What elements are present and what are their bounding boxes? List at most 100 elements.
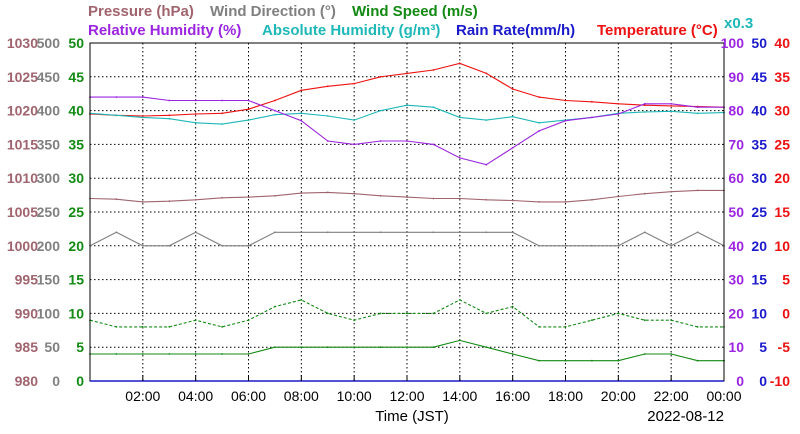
data-point-pressure (511, 199, 514, 202)
y-tick-label-rh: 0 (736, 373, 744, 389)
data-point-pressure (696, 189, 699, 192)
data-point-wind_dir (432, 231, 435, 234)
y-tick-label-rain: 20 (751, 238, 767, 254)
data-point-temp (353, 82, 356, 85)
y-tick-label-wind_dir: 100 (37, 305, 61, 321)
data-point-wind_speed (379, 346, 382, 349)
data-point-wind_dir (326, 231, 329, 234)
data-point-wind_dir (591, 244, 593, 247)
legend-rain: Rain Rate(mm/h) (456, 22, 575, 39)
y-tick-label-rh: 50 (728, 204, 744, 220)
data-point-wind_speed (458, 339, 461, 342)
y-tick-label-pressure: 1025 (7, 69, 38, 85)
data-point-pressure (221, 196, 224, 199)
series-wind_dir (89, 231, 725, 247)
y-tick-label-wind_dir: 450 (37, 69, 61, 85)
data-point-wind_gust (141, 326, 144, 328)
data-point-temp (221, 112, 224, 115)
data-point-rh (115, 96, 118, 98)
data-point-rh (538, 130, 540, 132)
data-point-pressure (326, 191, 329, 194)
data-point-rh (379, 140, 382, 142)
y-tick-label-wind_dir: 150 (37, 272, 61, 288)
x-axis: 02:00 04:00 06:00 08:00 10:00 12:00 14:00 16:00… (125, 375, 742, 404)
y-tick-label-wind_speed: 35 (68, 136, 84, 152)
x-tick-label: 14:00 (442, 388, 477, 404)
data-point-ah (643, 111, 646, 113)
data-point-wind_dir (353, 231, 356, 234)
y-tick-label-rain: 10 (751, 305, 767, 321)
y-tick-label-pressure: 1000 (7, 238, 38, 254)
data-point-wind_dir (168, 244, 171, 247)
x-tick-label: 18:00 (548, 388, 583, 404)
data-point-pressure (591, 198, 593, 201)
data-point-pressure (141, 201, 144, 203)
data-point-wind_speed (432, 346, 435, 349)
data-point-rh (432, 143, 435, 146)
y-tick-label-pressure: 985 (15, 339, 39, 355)
y-tick-label-rh: 100 (721, 35, 745, 51)
data-point-pressure (432, 197, 435, 200)
data-point-rh (458, 157, 461, 159)
data-point-wind_speed (591, 359, 593, 362)
data-point-wind_speed (643, 353, 646, 355)
y-tick-label-rain: 40 (751, 103, 767, 119)
data-point-ah (141, 116, 144, 119)
grid (90, 43, 724, 381)
data-point-temp (538, 96, 540, 98)
y-tick-label-temp: 25 (774, 136, 790, 152)
data-point-wind_dir (538, 244, 540, 247)
data-point-rh (353, 143, 356, 146)
y-tick-label-rh: 20 (728, 305, 744, 321)
data-point-wind_speed (617, 359, 620, 362)
x-tick-label: 02:00 (125, 388, 160, 404)
data-point-wind_speed (353, 346, 356, 349)
data-point-wind_gust (379, 312, 382, 315)
legend-wind_dir: Wind Direction (°) (210, 3, 336, 20)
y-tick-label-temp: 0 (782, 305, 790, 321)
x-tick-label: 06:00 (231, 388, 266, 404)
y-tick-label-wind_speed: 5 (76, 339, 84, 355)
y-tick-label-wind_dir: 350 (37, 136, 61, 152)
data-point-wind_speed (274, 346, 276, 349)
y-axis-temp: 40 35 30 25 20 15 10 5 0 -5 -10 (770, 35, 790, 389)
data-point-wind_dir (643, 231, 646, 234)
data-point-temp (643, 104, 646, 107)
data-point-ah (458, 116, 461, 119)
data-point-wind_dir (194, 231, 197, 234)
y-tick-label-rh: 30 (728, 272, 744, 288)
data-point-wind_speed (485, 346, 488, 349)
data-point-wind_gust (696, 326, 699, 328)
y-tick-label-wind_dir: 300 (37, 170, 61, 186)
data-point-rh (274, 109, 276, 112)
data-point-wind_speed (221, 353, 224, 355)
y-tick-label-rain: 45 (751, 69, 767, 85)
y-tick-label-rh: 60 (728, 170, 744, 186)
y-tick-label-rain: 0 (759, 373, 767, 389)
data-point-ah (194, 121, 197, 124)
data-point-wind_dir (379, 231, 382, 234)
data-point-pressure (538, 201, 540, 203)
x-tick-label: 08:00 (284, 388, 319, 404)
data-point-pressure (300, 192, 303, 195)
y-tick-label-wind_speed: 0 (76, 373, 84, 389)
y-tick-label-temp: 40 (774, 35, 790, 51)
data-point-ah (221, 123, 224, 125)
data-point-wind_gust (564, 326, 567, 328)
y-tick-label-temp: 15 (774, 204, 790, 220)
data-point-wind_speed (538, 359, 540, 362)
data-point-wind_dir (617, 244, 620, 247)
y-tick-label-rain: 30 (751, 170, 767, 186)
data-point-ah (696, 112, 699, 115)
y-tick-label-wind_dir: 400 (37, 103, 61, 119)
data-point-wind_dir (670, 244, 673, 247)
y-tick-label-rh: 70 (728, 136, 744, 152)
y-tick-label-pressure: 990 (15, 305, 39, 321)
data-point-wind_gust (115, 326, 118, 328)
legend-rh: Relative Humidity (%) (88, 22, 241, 39)
data-point-ah (432, 106, 435, 109)
y-tick-label-rain: 50 (751, 35, 767, 51)
axes-layer: 1030102510201015101010051000995990985980… (7, 35, 790, 404)
